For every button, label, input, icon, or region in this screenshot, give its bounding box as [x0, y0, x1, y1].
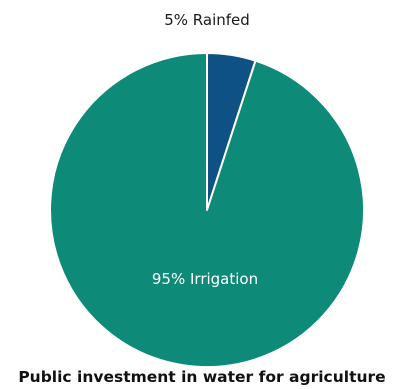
pie-slice-irrigation	[49, 52, 366, 368]
slice-label-rainfed: 5% Rainfed	[164, 11, 250, 29]
chart-title: Public investment in water for agricultu…	[18, 368, 385, 386]
pie-slices	[49, 52, 366, 368]
slice-label-irrigation: 95% Irrigation	[152, 270, 258, 288]
